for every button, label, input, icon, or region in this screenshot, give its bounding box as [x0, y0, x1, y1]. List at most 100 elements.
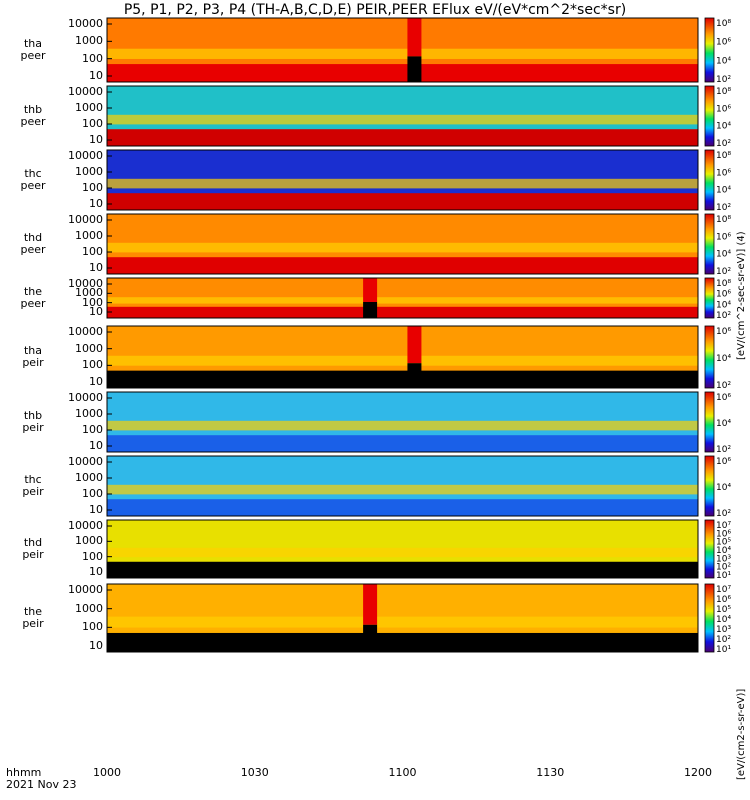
colorbar-tick-label: 10² — [716, 311, 731, 321]
y-tick-label: 10 — [89, 439, 103, 452]
colorbar-tick-label: 10⁸ — [716, 19, 731, 29]
colorbar-tick-label: 10¹ — [716, 645, 731, 655]
panel-bottom-band — [107, 193, 698, 210]
colorbar-tick-label: 10⁶ — [716, 290, 731, 300]
panel-bottom-band — [107, 257, 698, 274]
colorbar-tick-label: 10⁵ — [716, 605, 731, 615]
y-tick-label: 10 — [89, 133, 103, 146]
y-tick-label: 1000 — [75, 407, 103, 420]
y-tick-label: 1000 — [75, 601, 103, 615]
x-axis-date: 2021 Nov 23 — [6, 778, 77, 791]
x-tick-label: 1030 — [240, 766, 269, 779]
y-tick-label: 10 — [89, 261, 103, 274]
panel-mid-band — [107, 420, 698, 431]
panel-mid-band — [107, 48, 698, 59]
y-tick-label: 1000 — [75, 341, 103, 355]
y-tick-label: 1000 — [75, 286, 103, 300]
y-tick-label: 10000 — [68, 583, 103, 596]
colorbar — [704, 149, 715, 211]
panel-bottom-band — [107, 561, 698, 578]
colorbar-tick-label: 10⁶ — [716, 232, 731, 242]
colorbar — [704, 519, 715, 579]
chart-title: P5, P1, P2, P3, P4 (TH-A,B,C,D,E) PEIR,P… — [123, 2, 627, 18]
panel-bottom-band — [107, 306, 698, 318]
y-tick-label: 10 — [89, 503, 103, 516]
data-gap-fill — [407, 363, 422, 388]
panel-frame — [106, 325, 699, 389]
colorbar-tick-label: 10⁴ — [716, 250, 731, 260]
colorbar-tick-label: 10⁵ — [716, 538, 731, 548]
x-tick-label: 1200 — [684, 766, 712, 779]
data-gap-marker — [407, 18, 422, 57]
colorbar-tick-label: 10² — [716, 381, 731, 391]
y-tick-label: 10 — [89, 305, 103, 318]
y-tick-label: 1000 — [75, 101, 103, 114]
colorbar-tick-label: 10⁶ — [716, 595, 731, 605]
data-gap-marker — [407, 326, 422, 364]
panel-frame — [106, 455, 699, 517]
panel-mid-band — [107, 242, 698, 253]
colorbar-tick-label: 10⁶ — [716, 327, 731, 337]
colorbar-tick-label: 10² — [716, 635, 731, 645]
x-axis-hhmm: hhmm — [6, 766, 42, 779]
y-tick-label: 1000 — [75, 34, 103, 48]
panel-ylabel: thc peir — [22, 473, 44, 498]
panel-bottom-band — [107, 370, 698, 388]
colorbar-unit-bottom: [eV/(cm2-s-sr-eV)] — [736, 688, 747, 780]
colorbar-tick-label: 10⁸ — [716, 279, 731, 289]
y-tick-label: 10 — [89, 565, 103, 578]
y-tick-label: 100 — [82, 245, 103, 258]
colorbar-tick-label: 10⁸ — [716, 87, 731, 97]
colorbar-tick-label: 10⁴ — [716, 354, 731, 364]
panel-bottom-band — [107, 435, 698, 452]
panel-ylabel: tha peir — [22, 344, 44, 369]
panel-ylabel: the peir — [22, 605, 44, 630]
panel-mid-band — [107, 297, 698, 304]
panel-ylabel: tha peer — [20, 37, 46, 62]
x-tick-label: 1130 — [536, 766, 565, 779]
data-gap-marker — [363, 278, 378, 302]
y-tick-label: 100 — [82, 117, 103, 130]
colorbar-tick-label: 10² — [716, 563, 731, 573]
panel-mid-band — [107, 355, 698, 366]
colorbar-unit-top: [eV/(cm^2-sec-sr-eV)] (4) — [736, 231, 747, 360]
colorbar-tick-label: 10⁴ — [716, 615, 731, 625]
colorbar-tick-label: 10⁴ — [716, 122, 731, 132]
panel-frame — [106, 213, 699, 275]
y-tick-label: 1000 — [75, 229, 103, 242]
y-tick-label: 10000 — [68, 85, 103, 98]
y-tick-label: 10000 — [68, 149, 103, 162]
y-tick-label: 10 — [89, 639, 103, 652]
y-tick-label: 100 — [82, 51, 103, 65]
y-tick-label: 10000 — [68, 325, 103, 338]
panel-mid-band — [107, 616, 698, 628]
colorbar — [704, 85, 715, 147]
panel-frame — [106, 149, 699, 211]
panel-bottom-band — [107, 499, 698, 516]
y-tick-label: 100 — [82, 181, 103, 194]
y-tick-label: 10 — [89, 375, 103, 388]
colorbar — [704, 17, 715, 83]
panel-frame — [106, 85, 699, 147]
y-tick-label: 10000 — [68, 519, 103, 532]
y-tick-label: 100 — [82, 549, 103, 563]
y-tick-label: 1000 — [75, 534, 103, 548]
colorbar-tick-label: 10² — [716, 139, 731, 149]
y-tick-label: 10 — [89, 197, 103, 210]
colorbar-tick-label: 10³ — [716, 554, 731, 564]
colorbar-tick-label: 10⁴ — [716, 186, 731, 196]
panel-mid-band — [107, 178, 698, 189]
colorbar-tick-label: 10⁴ — [716, 300, 731, 310]
colorbar-tick-label: 10² — [716, 203, 731, 213]
panel-ylabel: thc peer — [20, 167, 46, 192]
x-tick-label: 1000 — [93, 766, 121, 779]
panel-frame — [106, 519, 699, 579]
colorbar-tick-label: 10⁶ — [716, 457, 731, 467]
colorbar-tick-label: 10² — [716, 509, 731, 519]
y-tick-label: 10000 — [68, 391, 103, 404]
colorbar — [704, 455, 715, 517]
colorbar-tick-label: 10² — [716, 75, 731, 85]
y-tick-label: 1000 — [75, 165, 103, 178]
data-gap-fill — [363, 302, 378, 318]
